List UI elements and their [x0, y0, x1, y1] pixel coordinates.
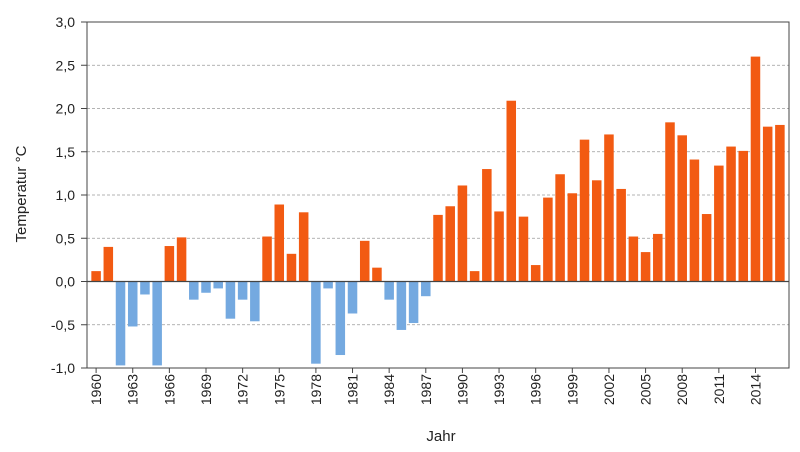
bar-1996: [530, 265, 541, 282]
bar-2003: [616, 188, 626, 282]
y-tick-label: -1,0: [51, 360, 75, 376]
x-tick-label: 1966: [161, 374, 177, 405]
bar-2009: [689, 159, 700, 282]
x-tick-label: 2014: [747, 374, 763, 405]
x-tick-label: 2005: [638, 374, 654, 405]
y-tick-label: 0,5: [56, 230, 76, 246]
bar-1970: [213, 281, 223, 289]
bar-1989: [445, 206, 455, 282]
bar-1978: [311, 281, 321, 364]
bar-1997: [543, 197, 553, 282]
x-tick-label: 1990: [454, 374, 470, 405]
bar-1990: [457, 185, 468, 282]
bar-1972: [237, 281, 248, 300]
bar-1983: [372, 267, 382, 282]
bar-1961: [103, 246, 114, 282]
bar-2016: [775, 124, 785, 282]
x-tick-label: 1969: [198, 374, 214, 405]
bar-2011: [714, 165, 724, 282]
y-tick-label: 2,5: [56, 57, 76, 73]
bar-2000: [579, 139, 590, 282]
bar-1986: [408, 281, 419, 324]
x-tick-label: 1960: [88, 374, 104, 405]
bar-2015: [762, 126, 773, 282]
x-tick-label: 1993: [491, 374, 507, 405]
x-tick-label: 1978: [308, 374, 324, 405]
bar-1968: [189, 281, 199, 300]
bars: [91, 56, 785, 366]
x-tick-label: 1972: [235, 374, 251, 405]
y-tick-label: 1,5: [56, 144, 76, 160]
bar-1971: [225, 281, 236, 319]
bar-1987: [421, 281, 431, 297]
plot-frame: [86, 21, 790, 369]
bar-1998: [555, 174, 565, 282]
bar-1976: [286, 253, 297, 282]
y-tick-label: 3,0: [56, 14, 76, 30]
bar-1973: [250, 281, 260, 322]
y-axis-title: Temperatur °C: [13, 145, 30, 242]
bar-1981: [347, 281, 358, 314]
bar-2007: [665, 122, 675, 282]
bar-2001: [591, 180, 602, 282]
bar-2006: [653, 233, 663, 282]
x-tick-label: 1984: [381, 374, 397, 405]
bar-1991: [469, 271, 480, 282]
bar-1962: [115, 281, 126, 366]
bar-1979: [323, 281, 333, 289]
bar-1999: [567, 193, 578, 282]
x-tick-label: 1987: [418, 374, 434, 405]
bar-2005: [640, 252, 651, 282]
bar-1960: [91, 271, 101, 282]
bar-1994: [506, 100, 517, 282]
bar-2008: [677, 135, 687, 282]
bar-1992: [482, 169, 492, 282]
bar-2010: [701, 214, 712, 282]
x-tick-label: 1975: [271, 374, 287, 405]
bar-1993: [494, 211, 504, 282]
bar-1980: [335, 281, 346, 356]
bar-1974: [262, 236, 272, 282]
x-tick-label: 1963: [125, 374, 141, 405]
x-tick-label: 2002: [601, 374, 617, 405]
y-tick-label: 2,0: [56, 101, 76, 117]
bar-1977: [298, 212, 309, 282]
y-tick-label: 1,0: [56, 187, 76, 203]
x-axis-title: Jahr: [426, 428, 455, 445]
bar-1975: [274, 204, 285, 282]
x-tick-label: 2008: [674, 374, 690, 405]
bar-1988: [433, 214, 443, 282]
bar-1995: [518, 216, 529, 282]
bar-1982: [359, 240, 370, 282]
bar-1964: [140, 281, 150, 295]
x-tick-label: 1981: [345, 374, 361, 405]
bar-1969: [201, 281, 211, 293]
bar-1963: [127, 281, 138, 327]
y-tick-label: 0,0: [56, 274, 76, 290]
y-tick-label: -0,5: [51, 317, 75, 333]
bar-1965: [152, 281, 162, 366]
bar-1967: [176, 237, 187, 282]
bar-2004: [628, 236, 639, 282]
x-tick-label: 1996: [528, 374, 544, 405]
y-tick-labels: -1,0 -0,5 0,0 0,5 1,0 1,5 2,0 2,5 3,0: [51, 14, 75, 376]
bar-2013: [738, 150, 749, 282]
bar-2012: [726, 146, 736, 282]
gridlines: [87, 64, 789, 326]
bar-2014: [750, 56, 761, 282]
bar-1985: [396, 281, 407, 330]
bar-1966: [164, 246, 175, 282]
axes: [81, 21, 790, 373]
x-tick-label: 1999: [564, 374, 580, 405]
x-tick-label: 2011: [711, 374, 727, 404]
x-tick-labels: 1960 1963 1966 1969 1972 1975 1978 1981 1984 1987…: [88, 374, 763, 405]
bar-2002: [604, 134, 614, 282]
bar-1984: [384, 281, 394, 300]
